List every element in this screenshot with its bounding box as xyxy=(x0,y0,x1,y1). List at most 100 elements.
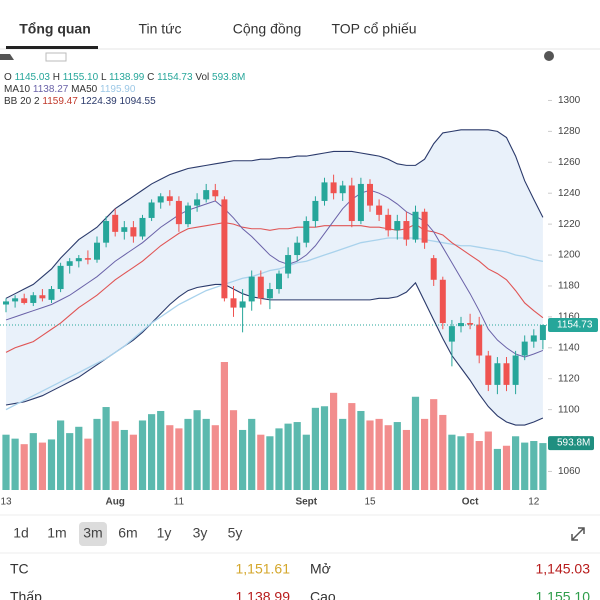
candle-body xyxy=(112,214,119,232)
legend-value: 1159.47 xyxy=(42,96,78,107)
candle-body xyxy=(276,273,282,290)
candle-body xyxy=(94,242,100,260)
candle-body xyxy=(166,196,173,201)
volume-bar xyxy=(330,392,338,490)
volume-bar xyxy=(357,410,365,490)
legend-ohlc: O 1145.03 H 1155.10 L 1138.99 C 1154.73 … xyxy=(4,72,245,83)
range-button[interactable]: 1m xyxy=(47,525,66,541)
y-tick-label: 1160 xyxy=(558,312,580,323)
volume-bar xyxy=(257,434,265,490)
candle-body xyxy=(512,355,519,385)
volume-bar xyxy=(193,410,201,490)
settings-icon[interactable] xyxy=(544,51,554,61)
toolbar xyxy=(0,51,554,62)
candle-body xyxy=(321,182,328,201)
ma50-line xyxy=(5,237,544,411)
candle-body xyxy=(394,221,401,231)
candle-body xyxy=(503,363,510,385)
candle-body xyxy=(194,199,201,206)
volume-bar xyxy=(129,434,137,490)
volume-bar xyxy=(512,436,520,490)
candle-body xyxy=(12,298,19,302)
tab[interactable]: Tin tức xyxy=(138,21,181,37)
candle-body xyxy=(57,265,64,290)
volume-bar xyxy=(366,420,374,490)
volume-bar xyxy=(457,436,465,490)
volume-bar xyxy=(293,422,301,490)
volume-bar xyxy=(75,426,83,490)
legend-key: H xyxy=(53,72,60,83)
volume-bar xyxy=(493,448,501,490)
candle-body xyxy=(367,183,373,206)
volume-bar xyxy=(430,399,438,490)
candle-body xyxy=(430,258,437,280)
stat-value: 1,151.61 xyxy=(236,561,291,577)
y-tick-label: 1140 xyxy=(558,342,580,353)
x-tick-label: Sept xyxy=(295,497,317,508)
volume-tag-label: 593.8M xyxy=(557,438,590,449)
candle-body xyxy=(21,298,28,303)
volume-bar xyxy=(530,441,538,490)
candle-body xyxy=(103,221,110,243)
expand-icon[interactable] xyxy=(571,527,585,541)
volume-bar xyxy=(148,414,156,490)
candle-body xyxy=(303,221,310,243)
tab[interactable]: Tổng quan xyxy=(19,21,91,37)
tab[interactable]: Cộng đồng xyxy=(233,21,302,37)
tool-icon[interactable] xyxy=(45,52,67,62)
candle-body xyxy=(48,289,55,300)
volume-bar xyxy=(284,423,292,490)
volume-bar xyxy=(20,444,28,490)
legend-value: 1094.55 xyxy=(120,96,157,107)
volume-bar xyxy=(539,443,547,490)
legend-bb: BB 20 2 1159.47 1224.39 1094.55 xyxy=(4,96,156,107)
candle-body xyxy=(357,183,364,222)
tab[interactable]: TOP cổ phiếu xyxy=(331,21,416,37)
volume-bar xyxy=(384,425,392,490)
candle-body xyxy=(294,242,301,256)
volume-bar xyxy=(11,438,19,490)
candle-body xyxy=(494,363,501,385)
candle-body xyxy=(476,324,483,356)
legend-key: MA50 xyxy=(71,84,98,95)
legend-value: 1138.99 xyxy=(109,72,145,83)
candle-body xyxy=(448,326,455,342)
expand-glyph[interactable] xyxy=(571,527,585,541)
candle-body xyxy=(130,227,137,237)
candle-body xyxy=(239,301,246,308)
y-tick-label: 1300 xyxy=(558,95,581,106)
range-button[interactable]: 1y xyxy=(157,525,172,541)
stat-value: 1,145.03 xyxy=(536,561,591,577)
candle-body xyxy=(485,355,492,385)
range-button[interactable]: 5y xyxy=(228,525,243,541)
legend-value: 1154.73 xyxy=(157,72,193,83)
candle-body xyxy=(66,261,73,266)
bollinger-lower xyxy=(5,281,544,426)
y-tick-label: 1180 xyxy=(558,281,580,292)
range-button[interactable]: 6m xyxy=(118,525,137,541)
legend-key: MA10 xyxy=(4,84,31,95)
ma10-line xyxy=(5,189,544,358)
y-tick-label: 1120 xyxy=(558,373,580,384)
range-button[interactable]: 3y xyxy=(193,525,208,541)
last-price-label: 1154.73 xyxy=(557,320,593,331)
stat-label: TC xyxy=(10,561,29,577)
candle-body xyxy=(30,295,37,303)
y-tick-label: 1280 xyxy=(558,126,581,137)
volume-bar xyxy=(311,407,319,490)
range-button[interactable]: 3m xyxy=(83,525,102,541)
volume-bar xyxy=(229,410,238,490)
range-button[interactable]: 1d xyxy=(13,525,29,541)
volume-bar xyxy=(339,418,347,490)
legend-value: 1155.10 xyxy=(63,72,99,83)
y-tick-label: 1100 xyxy=(558,404,580,415)
volume-bar xyxy=(275,428,283,490)
volume-tag xyxy=(548,436,594,451)
volume-bar xyxy=(439,414,447,490)
volume-bar xyxy=(184,418,192,490)
candle-body xyxy=(339,185,346,194)
volume-bar xyxy=(448,434,456,490)
y-tick-label: 1200 xyxy=(558,250,581,261)
volume-bar xyxy=(93,418,101,490)
